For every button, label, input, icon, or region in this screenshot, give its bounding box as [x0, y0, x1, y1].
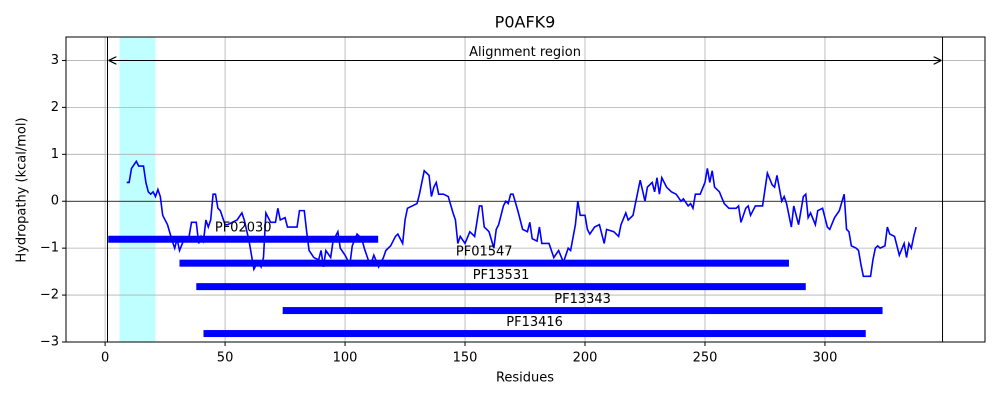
y-axis-label: Hydropathy (kcal/mol): [15, 117, 30, 262]
x-tick-label: 0: [101, 351, 109, 366]
y-tick-label: 2: [51, 100, 59, 115]
y-tick-label: 1: [51, 147, 59, 162]
y-tick-label: 0: [51, 194, 59, 209]
x-tick-label: 250: [693, 351, 718, 366]
hydropathy-line: [126, 159, 917, 278]
domain-bar: [203, 330, 866, 338]
plot-frame: [65, 36, 986, 343]
domain-label: PF13531: [473, 268, 530, 283]
domain-bar: [196, 283, 806, 291]
highlight-region: [119, 37, 156, 342]
domain-label: PF01547: [456, 245, 513, 260]
x-tick-label: 100: [333, 351, 358, 366]
y-tick-label: 3: [51, 53, 59, 68]
x-tick-label: 300: [813, 351, 838, 366]
x-tick-label: 150: [453, 351, 478, 366]
domain-label: PF02030: [215, 221, 272, 236]
region-label: Alignment region: [469, 45, 581, 60]
domain-bar: [179, 259, 789, 267]
y-tick-label: −2: [40, 288, 59, 303]
y-tick-label: −1: [40, 241, 59, 256]
x-tick-label: 50: [217, 351, 234, 366]
x-axis-label: Residues: [496, 371, 554, 386]
domain-bar: [282, 307, 883, 315]
y-tick-label: −3: [40, 335, 59, 350]
domain-bar: [108, 235, 379, 243]
chart-title: P0AFK9: [495, 13, 556, 32]
x-tick-label: 200: [573, 351, 598, 366]
domain-label: PF13343: [554, 292, 611, 307]
domain-label: PF13416: [506, 315, 563, 330]
